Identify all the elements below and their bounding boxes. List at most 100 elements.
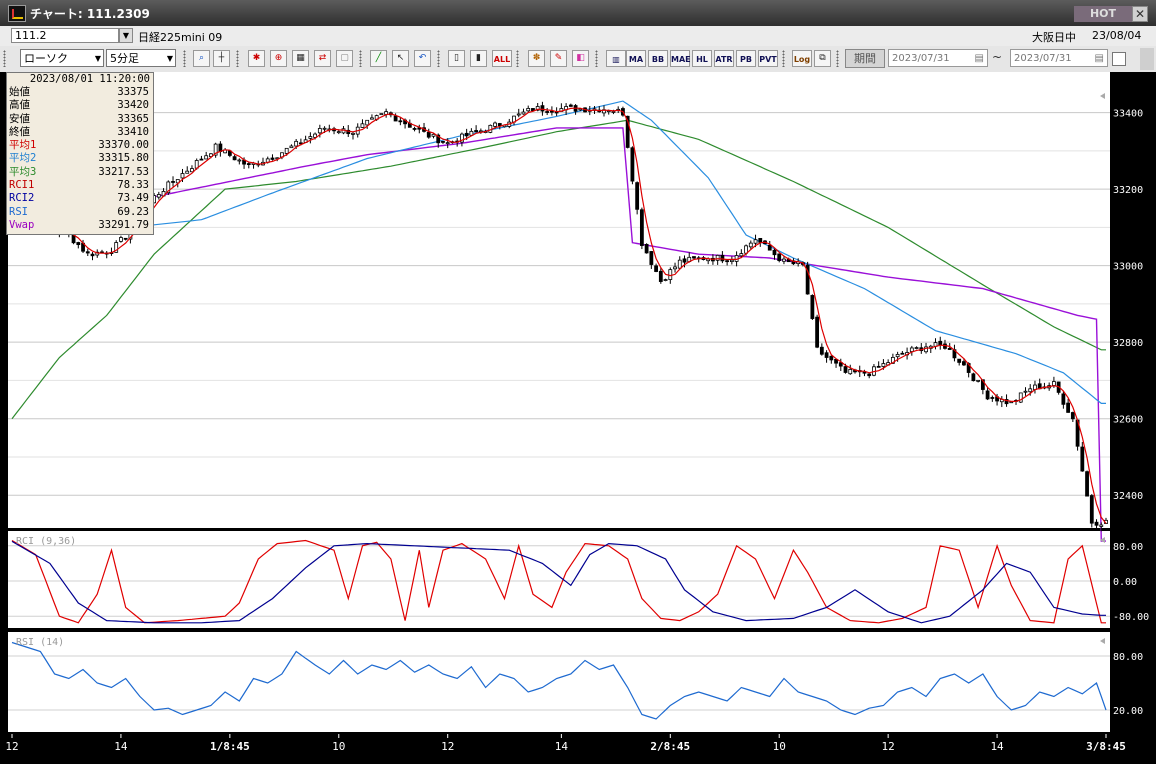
candle-body (782, 258, 786, 262)
scroll-marker-icon[interactable] (1100, 638, 1105, 644)
toolbar-grip[interactable] (595, 50, 598, 67)
candle-body (426, 131, 431, 138)
crosshair-icon[interactable]: ┼ (213, 50, 230, 67)
volume-button[interactable]: ▥ (606, 50, 626, 67)
interval-value: 5分足 (110, 52, 139, 65)
disabled-tool-icon[interactable]: ▢ (336, 50, 353, 67)
interval-select[interactable]: 5分足 ▼ (106, 49, 176, 67)
info-value: 69.23 (117, 205, 149, 218)
price-tick-label: 32800 (1113, 338, 1143, 349)
toolbar-grip[interactable] (782, 50, 785, 67)
scroll-marker-icon[interactable] (1100, 537, 1105, 543)
candle-body (810, 295, 815, 319)
candle-split-icon[interactable]: ▮ (470, 50, 487, 67)
price-tick-label: 33000 (1113, 262, 1143, 273)
toolbar-grip[interactable] (183, 50, 186, 67)
candle-body (914, 347, 919, 349)
trendline-icon[interactable]: ╱ (370, 50, 387, 67)
candle-body (635, 182, 640, 210)
all-button[interactable]: ALL (492, 50, 512, 67)
calendar-icon[interactable]: ▤ (1094, 53, 1104, 64)
period-button[interactable]: 期間 (845, 49, 885, 68)
indicator-pvt-button[interactable]: PVT (758, 50, 778, 67)
candle-body (1004, 399, 1009, 405)
x-tick-label: 10 (332, 740, 345, 753)
price-tick-label: 33200 (1113, 185, 1143, 196)
indicator-hl-button[interactable]: HL (692, 50, 712, 67)
indicator-atr-button[interactable]: ATR (714, 50, 734, 67)
code-input[interactable]: 111.2 (11, 28, 119, 43)
candle-body (1023, 390, 1028, 393)
calendar-icon[interactable]: ▤ (974, 53, 984, 64)
candle-body (909, 347, 914, 352)
toolbar-grip[interactable] (359, 50, 362, 67)
date-to-field[interactable]: 2023/07/31 ▤ (1010, 49, 1108, 67)
grid-icon[interactable]: ▦ (292, 50, 309, 67)
price-panel[interactable] (8, 72, 1110, 528)
hot-button[interactable]: HOT (1074, 6, 1132, 22)
x-tick-label: 14 (114, 740, 128, 753)
chart-type-select[interactable]: ローソク ▼ (20, 49, 104, 67)
indicator-bb-button[interactable]: BB (648, 50, 668, 67)
cursor-icon[interactable]: ↖ (392, 50, 409, 67)
window-title: チャート: 111.2309 (30, 7, 150, 21)
info-row: 平均2 33315.80 (7, 152, 153, 165)
toolbar-grip[interactable] (3, 50, 6, 67)
candle-body (895, 354, 900, 358)
x-tick-label: 1/8:45 (210, 740, 250, 753)
toolbar-grip[interactable] (836, 50, 839, 67)
info-label: 始値 (9, 86, 30, 98)
indicator-pb-button[interactable]: PB (736, 50, 756, 67)
export-icon[interactable]: ⧉ (814, 50, 831, 67)
info-row: 高値 33420 (7, 99, 153, 112)
zoom-icon[interactable]: ⌕ (193, 50, 210, 67)
chart-area[interactable]: 33400 33200 33000 32800 32600 32400 80.00 0.00 -… (0, 72, 1156, 760)
chevron-down-icon: ▼ (166, 54, 173, 63)
wrench-icon[interactable]: ✎ (550, 50, 567, 67)
indicator-ma-button[interactable]: MA (626, 50, 646, 67)
toolbar-grip[interactable] (236, 50, 239, 67)
candle-body (521, 111, 526, 115)
candle-body (568, 104, 573, 107)
search-chart-icon[interactable]: ⊕ (270, 50, 287, 67)
compare-icon[interactable]: ⇄ (314, 50, 331, 67)
candle-body (1018, 392, 1023, 403)
candle-icon[interactable]: ▯ (448, 50, 465, 67)
close-icon[interactable]: ✕ (1132, 6, 1148, 22)
candle-body (838, 362, 843, 367)
window-titlebar: チャート: 111.2309 HOT ✕ (0, 0, 1156, 27)
scroll-marker-icon[interactable] (1100, 93, 1105, 99)
candle-body (516, 113, 521, 116)
chart-svg[interactable]: 33400 33200 33000 32800 32600 32400 80.00 0.00 -… (0, 72, 1156, 760)
rsi-panel[interactable] (8, 632, 1110, 732)
log-scale-button[interactable]: Log (792, 50, 812, 67)
period-checkbox[interactable] (1112, 52, 1126, 66)
rci-tick-label: -80.00 (1113, 612, 1149, 623)
toolbar-grip[interactable] (516, 50, 519, 67)
toolbar-grip[interactable] (437, 50, 440, 67)
candle-body (985, 390, 990, 400)
settings-icon[interactable]: ✽ (528, 50, 545, 67)
date-from-field[interactable]: 2023/07/31 ▤ (888, 49, 988, 67)
range-separator: ~ (992, 50, 1003, 64)
candle-body (540, 105, 545, 112)
candle-body (190, 168, 194, 173)
candle-body (824, 352, 829, 358)
candle-body (663, 279, 668, 281)
candle-body (1085, 471, 1089, 497)
undo-icon[interactable]: ↶ (414, 50, 431, 67)
price-tick-label: 33400 (1113, 109, 1143, 120)
candle-color-icon[interactable]: ✱ (248, 50, 265, 67)
info-value: 33420 (117, 99, 149, 112)
color-palette-icon[interactable]: ◧ (572, 50, 589, 67)
candle-body (114, 242, 119, 253)
indicator-mae-button[interactable]: MAE (670, 50, 691, 67)
rci-tick-label: 0.00 (1113, 577, 1137, 588)
chevron-down-icon[interactable]: ▼ (119, 28, 133, 43)
candle-body (777, 253, 782, 262)
info-label: 終値 (9, 125, 30, 138)
info-value: 33410 (117, 125, 149, 138)
rci-panel[interactable] (8, 531, 1110, 628)
candle-body (753, 239, 758, 244)
candle-body (829, 355, 834, 361)
